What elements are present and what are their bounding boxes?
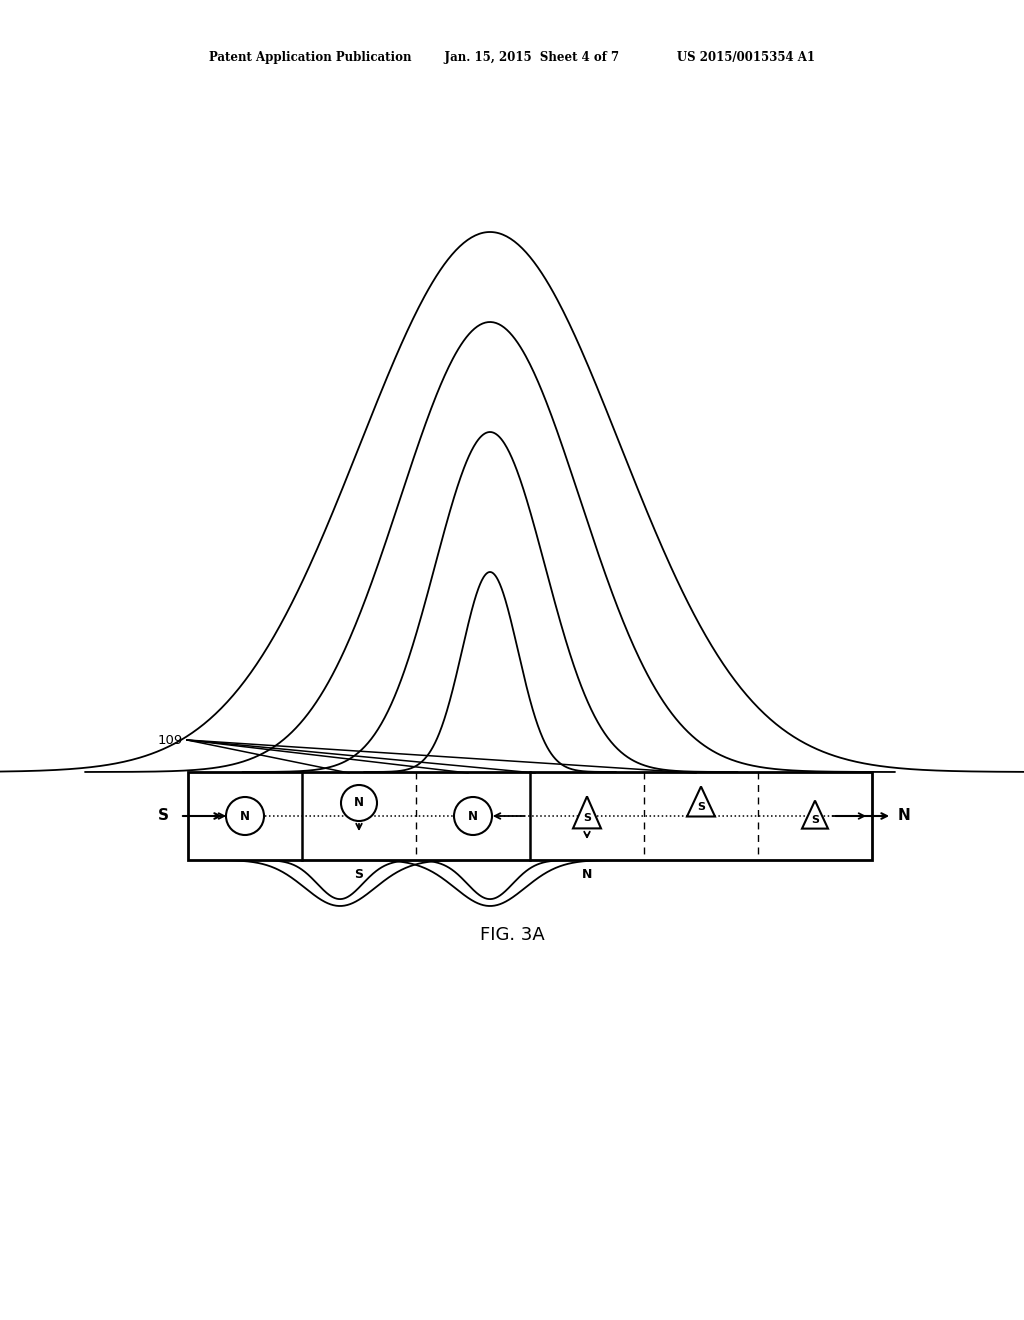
Polygon shape: [687, 787, 715, 817]
Text: S: S: [583, 813, 591, 822]
Text: N: N: [240, 809, 250, 822]
Text: FIG. 3A: FIG. 3A: [479, 927, 545, 944]
Text: N: N: [898, 808, 910, 824]
Text: S: S: [354, 869, 364, 882]
Circle shape: [454, 797, 492, 836]
Text: Patent Application Publication        Jan. 15, 2015  Sheet 4 of 7              U: Patent Application Publication Jan. 15, …: [209, 51, 815, 65]
Text: N: N: [582, 869, 592, 882]
Polygon shape: [802, 801, 828, 829]
Bar: [188, 772, 872, 861]
Text: N: N: [354, 796, 364, 809]
Text: 109: 109: [158, 734, 183, 747]
Circle shape: [226, 797, 264, 836]
Text: S: S: [697, 803, 705, 812]
Polygon shape: [573, 796, 601, 829]
Text: S: S: [811, 814, 819, 825]
Circle shape: [341, 785, 377, 821]
Text: N: N: [468, 809, 478, 822]
Text: S: S: [158, 808, 169, 824]
